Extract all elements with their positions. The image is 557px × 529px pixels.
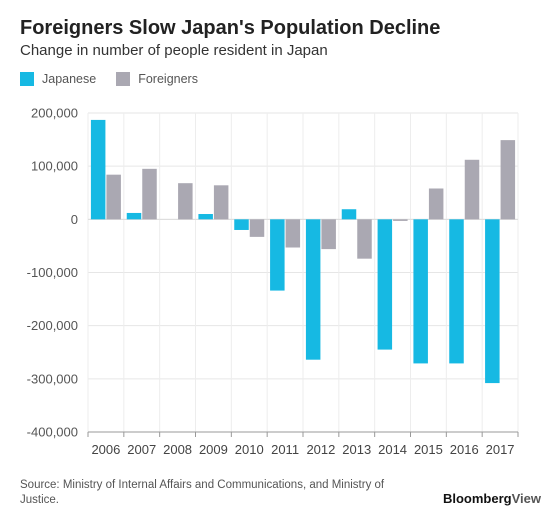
y-tick-label: 0 — [71, 212, 78, 227]
y-tick-label: -200,000 — [27, 318, 78, 333]
y-tick-label: -400,000 — [27, 425, 78, 440]
legend-swatch-japanese — [20, 72, 34, 86]
bar-foreigners-2012 — [321, 219, 336, 250]
x-tick-label: 2006 — [91, 442, 120, 457]
bar-japanese-2014 — [377, 219, 393, 350]
brand-logo: BloombergView — [443, 491, 541, 506]
bar-foreigners-2006 — [106, 174, 121, 220]
bar-foreigners-2016 — [464, 159, 480, 220]
brand-suffix: View — [511, 491, 541, 506]
bar-japanese-2015 — [413, 219, 428, 364]
x-tick-label: 2012 — [306, 442, 335, 457]
bar-japanese-2013 — [341, 209, 357, 220]
source-note: Source: Ministry of Internal Affairs and… — [20, 479, 385, 506]
legend-swatch-foreigners — [116, 72, 131, 86]
legend-label-japanese: Japanese — [42, 72, 97, 86]
x-tick-label: 2017 — [486, 442, 515, 457]
bar-foreigners-2013 — [357, 219, 372, 259]
brand-main: Bloomberg — [442, 491, 512, 506]
x-tick-label: 2013 — [342, 442, 371, 457]
x-tick-label: 2009 — [199, 442, 228, 457]
bar-japanese-2010 — [234, 219, 249, 230]
bar-japanese-2007 — [126, 212, 142, 220]
x-tick-label: 2016 — [450, 442, 479, 457]
legend-item-japanese: Japanese — [20, 72, 96, 86]
x-tick-label: 2008 — [163, 442, 192, 457]
bar-japanese-2006 — [90, 119, 106, 220]
bar-japanese-2017 — [485, 219, 500, 384]
bar-foreigners-2014 — [393, 219, 408, 221]
bar-foreigners-2015 — [428, 188, 444, 220]
y-tick-label: 100,000 — [31, 159, 78, 174]
bar-chart: -400,000 -300,000 -200,000 -100,000 0 100,000… — [27, 106, 519, 457]
x-tick-label: 2015 — [414, 442, 443, 457]
bar-foreigners-2017 — [500, 140, 516, 220]
bar-japanese-2011 — [270, 219, 285, 291]
bar-foreigners-2011 — [285, 219, 301, 248]
x-tick-label: 2011 — [271, 442, 299, 457]
x-tick-label: 2010 — [235, 442, 264, 457]
chart-title: Foreigners Slow Japan's Population Decli… — [20, 17, 441, 39]
legend-item-foreigners: Foreigners — [116, 72, 198, 86]
legend: Japanese Foreigners — [20, 72, 210, 86]
x-tick-label: 2014 — [378, 442, 407, 457]
y-tick-label: -100,000 — [27, 265, 78, 280]
legend-label-foreigners: Foreigners — [138, 72, 198, 86]
y-tick-label: 200,000 — [31, 106, 78, 121]
chart-subtitle: Change in number of people resident in J… — [20, 42, 328, 59]
bar-japanese-2009 — [198, 214, 213, 220]
bar-foreigners-2007 — [142, 168, 157, 220]
bar-foreigners-2009 — [213, 185, 229, 220]
bar-japanese-2016 — [449, 219, 464, 364]
bar-japanese-2012 — [305, 219, 321, 360]
x-tick-label: 2007 — [127, 442, 156, 457]
bar-foreigners-2008 — [178, 183, 193, 220]
bar-foreigners-2010 — [249, 219, 265, 237]
y-tick-label: -300,000 — [27, 371, 78, 386]
